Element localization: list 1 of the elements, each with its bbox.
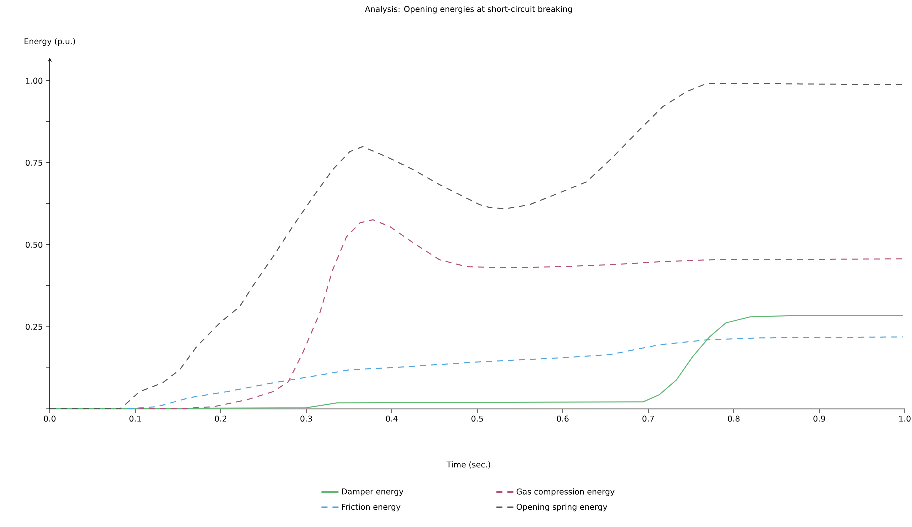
line-series: [50, 83, 904, 409]
